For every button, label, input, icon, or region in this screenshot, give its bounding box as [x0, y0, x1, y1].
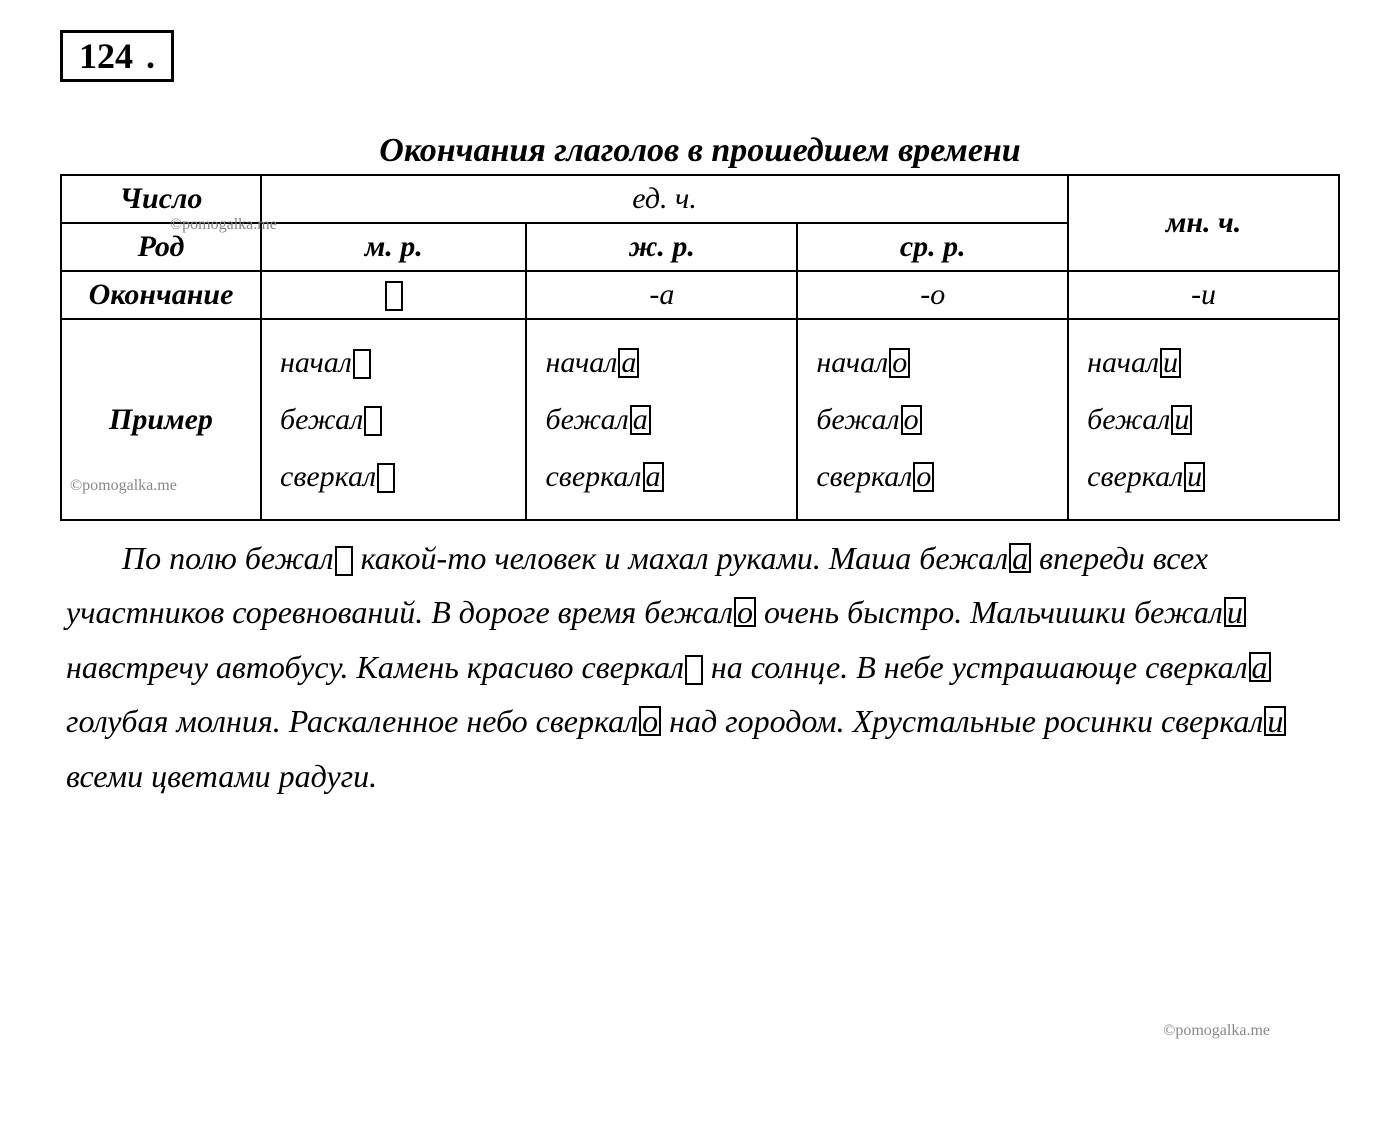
empty-ending-box	[377, 463, 395, 493]
row-label-example: Пример ©pomogalka.me	[61, 319, 261, 520]
header-masculine: м. р.	[261, 223, 526, 271]
example-word: начал	[280, 334, 511, 391]
ending-box: и	[1224, 597, 1246, 627]
example-word: сверкала	[545, 448, 782, 505]
ending-box: а	[1249, 652, 1271, 682]
exercise-number: 124	[60, 30, 174, 82]
page-title: Окончания глаголов в прошедшем времени	[60, 132, 1340, 170]
example-word: бежали	[1087, 391, 1324, 448]
ending-box: о	[901, 405, 922, 435]
ending-box: о	[734, 597, 756, 627]
ending-pl: -и	[1068, 271, 1339, 319]
empty-ending-box	[353, 349, 371, 379]
ending-f: -а	[526, 271, 797, 319]
exercise-number-value: 124	[79, 36, 133, 76]
header-feminine: ж. р.	[526, 223, 797, 271]
watermark: ©pomogalka.me	[170, 216, 277, 234]
header-singular: ед. ч.	[261, 175, 1068, 223]
table-row: Окончание -а -о -и	[61, 271, 1339, 319]
table-row: Пример ©pomogalka.me началбежалсверкал н…	[61, 319, 1339, 520]
empty-ending-box	[685, 655, 703, 685]
example-word: начала	[545, 334, 782, 391]
ending-box: и	[1184, 462, 1205, 492]
examples-pl: началибежалисверкали	[1068, 319, 1339, 520]
ending-box: а	[1009, 543, 1031, 573]
example-word: начали	[1087, 334, 1324, 391]
example-label-text: Пример	[109, 403, 213, 436]
ending-box: а	[618, 348, 639, 378]
header-plural: мн. ч.	[1068, 175, 1339, 271]
watermark: ©pomogalka.me	[1163, 1022, 1270, 1040]
empty-ending-box	[335, 546, 353, 576]
example-word: бежал	[280, 391, 511, 448]
watermark: ©pomogalka.me	[70, 471, 177, 501]
empty-ending-box	[364, 406, 382, 436]
example-word: сверкало	[816, 448, 1053, 505]
ending-box: о	[913, 462, 934, 492]
ending-box: а	[643, 462, 664, 492]
ending-box: и	[1264, 706, 1286, 736]
example-word: сверкали	[1087, 448, 1324, 505]
example-word: начало	[816, 334, 1053, 391]
ending-box: о	[889, 348, 910, 378]
empty-ending-box	[385, 281, 403, 311]
page-container: 124 ©pomogalka.me Окончания глаголов в п…	[60, 30, 1340, 803]
ending-box: и	[1171, 405, 1192, 435]
examples-f: началабежаласверкала	[526, 319, 797, 520]
ending-box: а	[630, 405, 651, 435]
example-word: сверкал	[280, 448, 511, 505]
ending-box: о	[639, 706, 661, 736]
header-neuter: ср. р.	[797, 223, 1068, 271]
example-word: бежала	[545, 391, 782, 448]
ending-m	[261, 271, 526, 319]
examples-m: началбежалсверкал	[261, 319, 526, 520]
row-label-ending: Окончание	[61, 271, 261, 319]
ending-n: -о	[797, 271, 1068, 319]
ending-box: и	[1160, 348, 1181, 378]
examples-n: началобежалосверкало	[797, 319, 1068, 520]
example-word: бежало	[816, 391, 1053, 448]
body-text: По полю бежал какой-то человек и махал р…	[60, 531, 1340, 803]
